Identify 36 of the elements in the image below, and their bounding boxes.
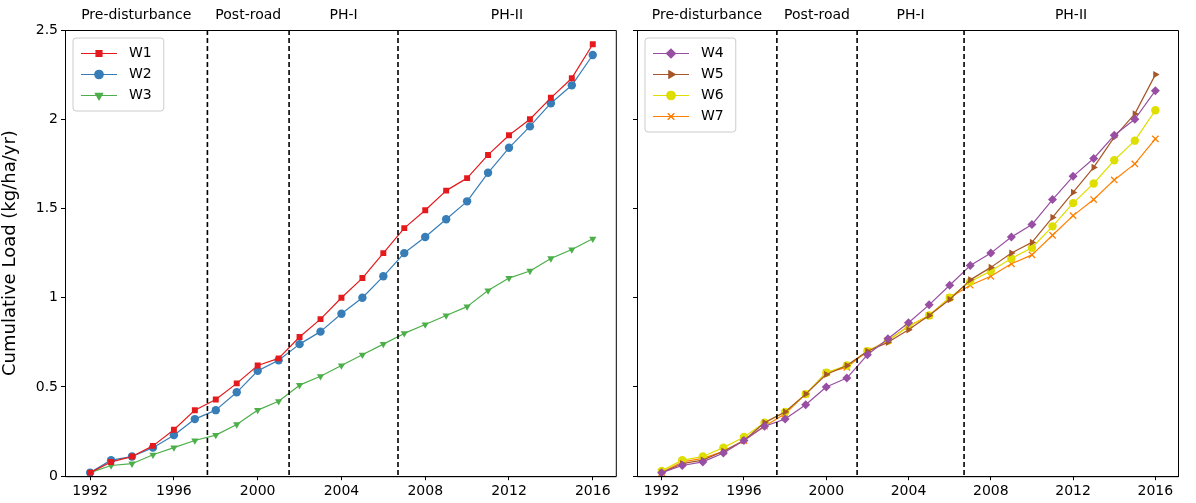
x-tick-label: 2012	[491, 482, 527, 499]
y-tick-label: 2	[49, 109, 58, 126]
x-tick-label: 2016	[1137, 482, 1174, 499]
text: PH-II	[490, 5, 524, 22]
x-tick-label: 1992	[72, 482, 108, 499]
legend-label: W2	[129, 65, 152, 82]
text: Pre-disturbance	[651, 5, 763, 22]
x-tick-label: 2000	[239, 482, 276, 499]
x-tick-label: 1996	[156, 482, 192, 499]
text: PH-I	[329, 5, 358, 22]
legend-label: W3	[129, 86, 152, 103]
x-tick-label: 1996	[726, 482, 762, 499]
legend-label: W5	[701, 65, 724, 82]
x-tick-label: 2016	[574, 482, 611, 499]
text: PH-II	[1054, 5, 1088, 22]
y-tick-label: 0.5	[35, 377, 58, 394]
legend-label: W7	[701, 107, 724, 124]
y-tick-label: 1	[49, 288, 58, 305]
y-axis-title: Cumulative Load (kg/ha/yr)	[0, 130, 20, 377]
x-tick-label: 2012	[1055, 482, 1091, 499]
y-tick-label: 0	[49, 466, 58, 483]
legend-label: W6	[701, 86, 724, 103]
legend-label: W1	[129, 44, 152, 61]
text: Post-road	[784, 5, 850, 22]
legend-label: W4	[701, 44, 724, 61]
y-tick-label: 2.5	[35, 20, 58, 37]
text: PH-I	[896, 5, 925, 22]
x-tick-label: 2004	[890, 482, 927, 499]
x-tick-label: 2008	[972, 482, 1009, 499]
x-tick-label: 2008	[407, 482, 444, 499]
y-tick-label: 1.5	[35, 199, 58, 216]
text: Pre-disturbance	[81, 5, 192, 22]
x-tick-label: 1992	[643, 482, 680, 499]
x-tick-label: 2004	[323, 482, 360, 499]
x-tick-label: 2000	[808, 482, 845, 499]
text: Post-road	[215, 5, 282, 22]
